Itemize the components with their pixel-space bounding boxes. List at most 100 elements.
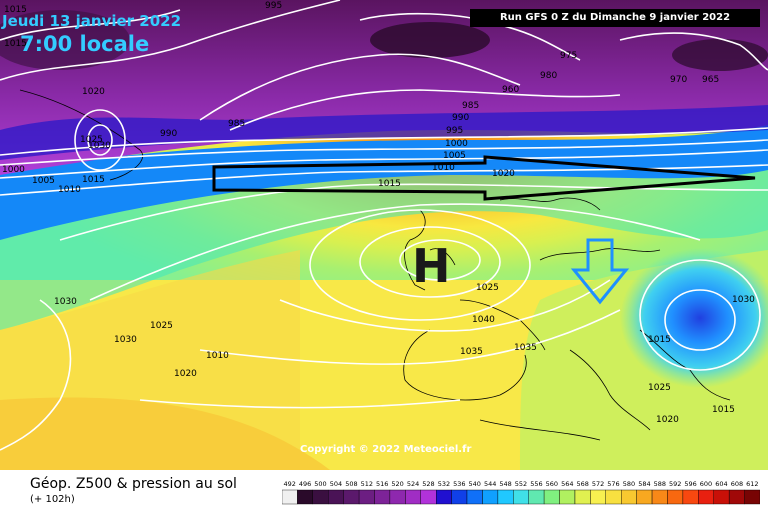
isobar-label: 1010 [206, 351, 229, 361]
legend-value: 492 [283, 480, 295, 488]
isobar-label: 1000 [445, 139, 468, 149]
legend-value: 544 [484, 480, 496, 488]
legend-swatch [297, 489, 313, 505]
legend-value: 532 [438, 480, 450, 488]
isobar-label: 1030 [54, 297, 77, 307]
legend-swatch [667, 489, 684, 505]
isobar-label: 960 [502, 85, 519, 95]
legend-swatch [621, 489, 637, 505]
legend-value: 568 [576, 480, 588, 488]
isobar-label: 1015 [4, 39, 27, 49]
isobar-label: 975 [560, 51, 577, 61]
isobar-label: 965 [702, 75, 719, 85]
legend-swatch [405, 489, 422, 505]
isobar-label: 1020 [174, 369, 197, 379]
legend-value: 592 [669, 480, 681, 488]
high-pressure-label: H [412, 239, 451, 293]
forecast-local-time: 7:00 locale [20, 32, 150, 56]
legend-swatch [282, 489, 298, 505]
isobar-label: 1025 [80, 135, 103, 145]
legend-value: 548 [499, 480, 511, 488]
legend-value: 540 [468, 480, 480, 488]
legend-swatch [744, 489, 760, 505]
field-dark-core [370, 22, 490, 58]
legend-swatch [651, 489, 668, 505]
legend-swatch [513, 489, 529, 505]
legend-swatch [682, 489, 699, 505]
legend-swatch [636, 489, 653, 505]
isobar-label: 1020 [492, 169, 515, 179]
isobar-label: 1015 [712, 405, 735, 415]
southward-arrow-icon [570, 238, 630, 305]
legend-swatch [358, 489, 375, 505]
legend-swatch [482, 489, 499, 505]
legend-value: 612 [746, 480, 758, 488]
isobar-label: 1025 [648, 383, 671, 393]
legend-swatch [374, 489, 391, 505]
legend-swatch [605, 489, 622, 505]
legend-swatch [528, 489, 545, 505]
legend-swatch [590, 489, 606, 505]
isobar-label: 1035 [460, 347, 483, 357]
run-info: Run GFS 0 Z du Dimanche 9 janvier 2022 [470, 9, 760, 27]
isobar-label: 985 [462, 101, 479, 111]
color-scale-legend: 492 496 500 504 508 512 516 520 524 528 532 536 540 5… [282, 480, 760, 505]
isobar-label: 1035 [514, 343, 537, 353]
isobar-label-group: 995 1015 1015 1020 1030 1025 1000 1005 1… [2, 1, 755, 425]
isobar-label: 1040 [472, 315, 495, 325]
isobar-label: 1025 [476, 283, 499, 293]
legend-value: 576 [607, 480, 619, 488]
legend-value: 608 [731, 480, 743, 488]
legend-swatch [466, 489, 483, 505]
field-dark-core-east [672, 39, 768, 71]
isobar-label: 1015 [648, 335, 671, 345]
legend-value: 600 [700, 480, 712, 488]
legend-value: 516 [376, 480, 388, 488]
isobar-label: 1020 [656, 415, 679, 425]
isobar-label: 995 [446, 126, 463, 136]
legend-swatch [713, 489, 730, 505]
legend-value: 588 [654, 480, 666, 488]
legend-swatch [312, 489, 329, 505]
legend-value: 552 [515, 480, 527, 488]
legend-swatch [729, 489, 745, 505]
legend-value: 596 [684, 480, 696, 488]
isobars [0, 0, 768, 451]
legend-value: 580 [623, 480, 635, 488]
forecast-date: Jeudi 13 janvier 2022 [2, 12, 182, 30]
legend-value: 584 [638, 480, 650, 488]
legend-swatch [543, 489, 560, 505]
legend-swatch [343, 489, 360, 505]
weather-map: 995 1015 1015 1020 1030 1025 1000 1005 1… [0, 0, 768, 470]
isobar-label: 990 [452, 113, 469, 123]
parameter-title: Géop. Z500 & pression au sol [30, 476, 237, 492]
isobar-label: 1020 [82, 87, 105, 97]
legend-value: 560 [546, 480, 558, 488]
legend-value: 536 [453, 480, 465, 488]
legend-value: 564 [561, 480, 573, 488]
isobar-label: 1010 [58, 185, 81, 195]
isobar-label: 970 [670, 75, 687, 85]
isobar-label: 1030 [88, 141, 111, 151]
legend-value: 508 [345, 480, 357, 488]
legend-value: 496 [299, 480, 311, 488]
legend-value: 556 [530, 480, 542, 488]
isobar-label: 1010 [432, 163, 455, 173]
forecast-hour: (+ 102h) [30, 494, 75, 505]
legend-value: 524 [407, 480, 419, 488]
legend-swatch [435, 489, 452, 505]
jet-stream-arrow-icon [212, 155, 756, 201]
isobar-label: 995 [265, 1, 282, 11]
isobar-label: 1015 [4, 5, 27, 15]
isobar-label: 1000 [2, 165, 25, 175]
legend-value: 520 [391, 480, 403, 488]
isobar-label: 1025 [150, 321, 173, 331]
isobar-label: 980 [540, 71, 557, 81]
field-south-atlantic [0, 397, 330, 470]
legend-swatch [389, 489, 406, 505]
isobar-label: 1005 [443, 151, 466, 161]
copyright: Copyright © 2022 Meteociel.fr [300, 444, 472, 455]
legend-swatch [451, 489, 468, 505]
legend-swatch [559, 489, 576, 505]
